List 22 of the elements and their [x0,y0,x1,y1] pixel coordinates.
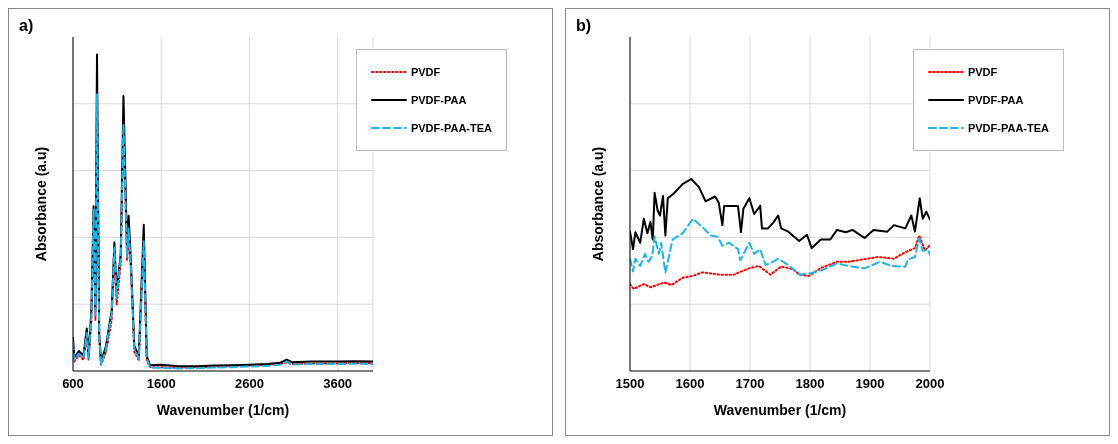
x-tick-label: 600 [62,376,84,392]
x-tick-label: 1700 [735,376,765,392]
x-tick-label: 1500 [615,376,645,392]
x-axis-title: Wavenumber (1/cm) [156,402,290,418]
x-tick-label: 3600 [323,376,353,392]
x-axis-title: Wavenumber (1/cm) [713,402,847,418]
legend-label: PVDF-PAA-TEA [410,122,492,134]
y-axis-title: Absorbance (a.u) [589,146,606,262]
x-tick-label: 1600 [675,376,705,392]
x-tick-label: 2000 [915,376,945,392]
chart-title: a) [19,17,34,35]
x-tick-label: 1900 [855,376,885,392]
x-tick-label: 1800 [795,376,825,392]
legend-label: PVDF-PAA [410,94,467,106]
x-tick-label: 2600 [234,376,264,392]
chart-title: b) [576,17,592,35]
x-tick-label: 1600 [146,376,176,392]
legend-label: PVDF-PAA-TEA [967,122,1049,134]
y-axis-title: Absorbance (a.u) [32,146,49,262]
legend-label: PVDF-PAA [967,94,1024,106]
legend-label: PVDF [410,66,441,78]
legend-label: PVDF [967,66,998,78]
